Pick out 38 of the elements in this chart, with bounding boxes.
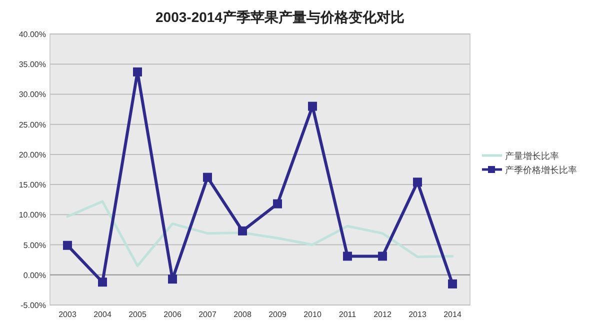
x-tick-label: 2006 <box>164 310 182 319</box>
y-tick-label: 25.00% <box>18 120 46 130</box>
point <box>133 67 142 76</box>
point <box>343 252 352 261</box>
x-tick-label: 2005 <box>128 310 147 319</box>
legend-label: 产量增长比率 <box>505 151 559 161</box>
y-tick-label: 15.00% <box>18 180 46 190</box>
x-tick-label: 2003 <box>58 310 77 319</box>
x-tick-label: 2009 <box>268 310 287 319</box>
x-tick-label: 2010 <box>304 310 322 319</box>
x-tick-label: 2014 <box>444 310 462 319</box>
x-tick-label: 2012 <box>374 310 392 319</box>
y-tick-label: 35.00% <box>18 60 46 70</box>
point <box>168 274 177 284</box>
point <box>273 199 282 208</box>
y-tick-label: 10.00% <box>18 210 46 220</box>
point <box>238 226 247 236</box>
point <box>98 278 107 287</box>
point <box>378 252 387 261</box>
x-tick-label: 2013 <box>408 310 427 319</box>
legend-label: 产季价格增长比率 <box>505 165 577 175</box>
point <box>203 172 212 182</box>
x-tick-label: 2008 <box>234 310 252 319</box>
line-series <box>66 200 454 268</box>
point <box>448 279 457 288</box>
point <box>63 240 72 250</box>
y-tick-label: 30.00% <box>18 90 46 100</box>
y-tick-label: 5.00% <box>23 240 46 250</box>
x-tick-label: 2004 <box>94 310 112 319</box>
point <box>413 178 422 187</box>
x-tick-label: 2007 <box>198 310 217 319</box>
y-tick-label: 40.00% <box>18 30 46 39</box>
point <box>308 102 317 111</box>
y-tick-label: -5.00% <box>20 301 46 310</box>
chart-title: 2003-2014产季苹果产量与价格变化对比 <box>156 9 404 25</box>
x-tick-label: 2011 <box>338 310 357 319</box>
y-tick-label: 0.00% <box>23 270 46 280</box>
y-tick-label: 20.00% <box>18 150 46 160</box>
